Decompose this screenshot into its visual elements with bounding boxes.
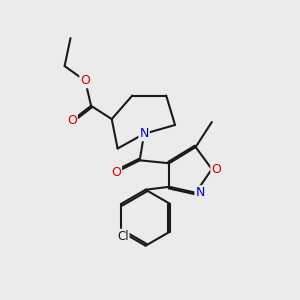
Text: O: O (211, 163, 221, 176)
Text: N: N (195, 186, 205, 199)
Text: O: O (111, 166, 121, 178)
Text: O: O (67, 114, 77, 127)
Text: O: O (80, 74, 90, 87)
Text: Cl: Cl (117, 230, 129, 243)
Text: N: N (140, 127, 149, 140)
